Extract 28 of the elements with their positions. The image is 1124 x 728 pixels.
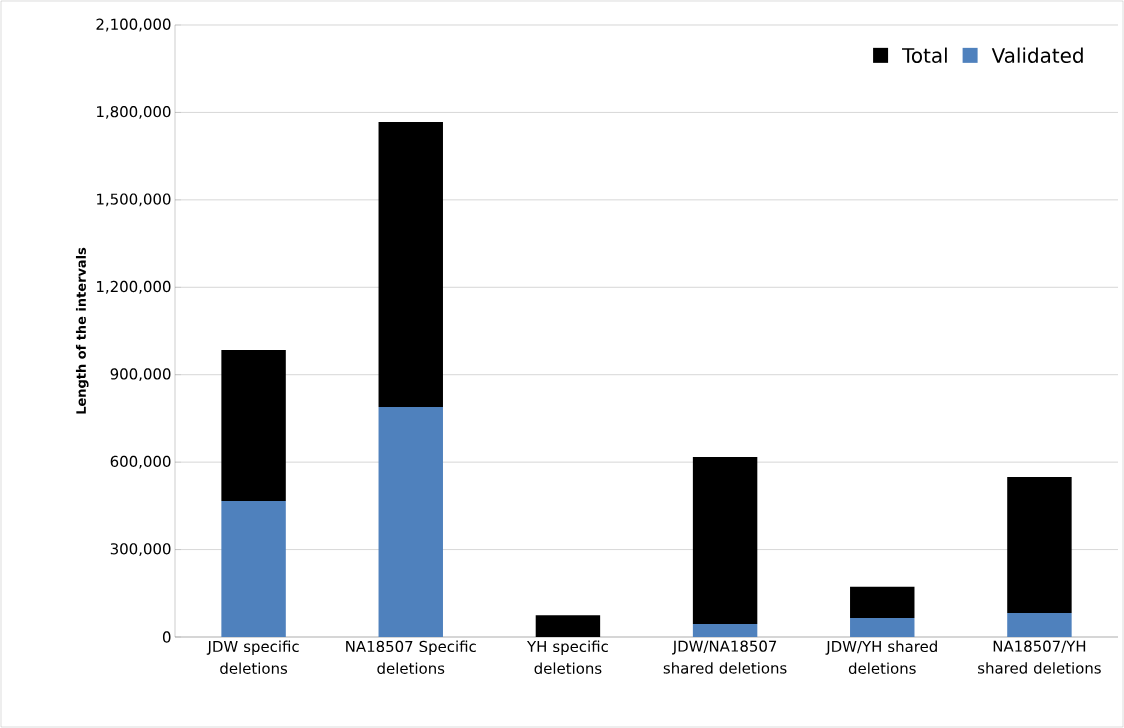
- y-tick-label: 2,100,000: [96, 18, 171, 32]
- x-tick-label: JDW specific deletions: [206, 640, 299, 675]
- bar: [1007, 477, 1072, 614]
- y-tick-label: 0: [162, 631, 171, 643]
- bar: [692, 456, 758, 624]
- bar: [692, 623, 758, 637]
- bar: [850, 586, 915, 619]
- x-tick-label: NA18507/YH shared deletions: [978, 640, 1101, 674]
- bar: [1007, 613, 1072, 637]
- bar: [221, 500, 286, 637]
- bar: [221, 349, 286, 501]
- y-tick-label: 1,800,000: [97, 106, 171, 119]
- x-tick-label: YH specific deletions: [526, 640, 608, 675]
- y-tick-label: 900,000: [110, 368, 171, 382]
- legend-label: Total: [902, 47, 947, 63]
- y-axis-title: Length of the intervals: [75, 247, 89, 414]
- y-tick-label: 300,000: [110, 543, 171, 556]
- x-tick-label: JDW/NA18507 shared deletions: [663, 640, 787, 674]
- y-tick-label: 600,000: [110, 455, 171, 469]
- x-tick-label: NA18507 Specific deletions: [346, 640, 476, 675]
- y-tick-label: 1,500,000: [97, 193, 171, 207]
- y-tick-label: 1,200,000: [97, 280, 171, 294]
- bar: [378, 122, 443, 408]
- legend-label: Validated: [991, 47, 1083, 63]
- bar: [850, 618, 915, 637]
- bar: [535, 615, 601, 637]
- bar: [378, 407, 443, 637]
- x-tick-label: JDW/YH shared deletions: [825, 640, 937, 675]
